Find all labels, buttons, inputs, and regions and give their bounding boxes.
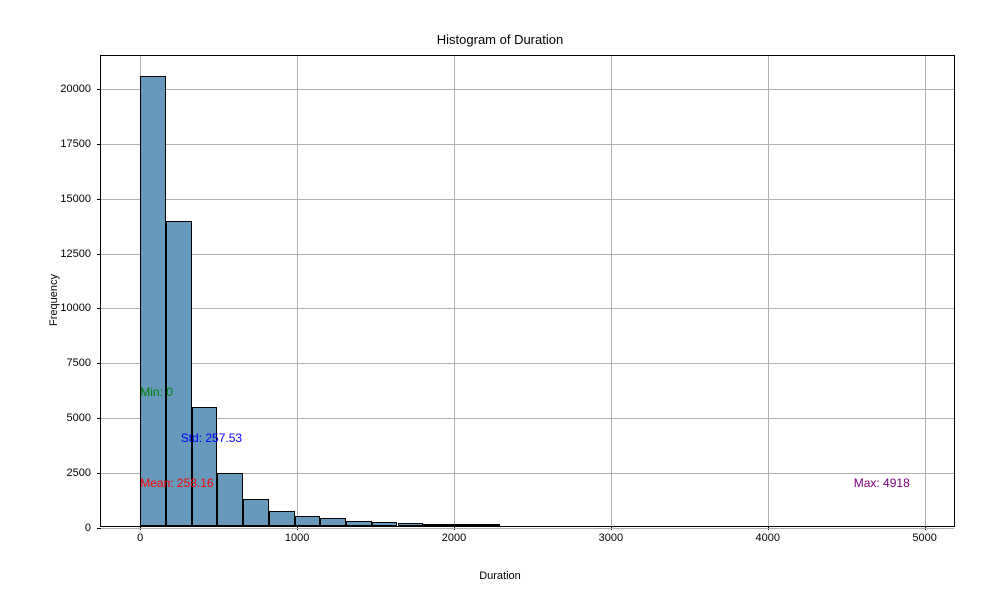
chart-annotation: Std: 257.53	[181, 431, 242, 445]
x-axis-label: Duration	[0, 570, 1000, 582]
tick-mark	[97, 528, 101, 529]
histogram-bar	[217, 473, 243, 526]
histogram-bar	[398, 523, 424, 526]
histogram-bar	[320, 518, 346, 526]
grid-line	[101, 363, 954, 364]
tick-mark	[97, 89, 101, 90]
x-tick-label: 1000	[285, 532, 309, 544]
histogram-bar	[192, 407, 218, 526]
tick-mark	[97, 308, 101, 309]
histogram-bar	[423, 524, 449, 526]
tick-mark	[97, 254, 101, 255]
chart-annotation: Min: 0	[140, 385, 173, 399]
grid-line	[101, 89, 954, 90]
y-tick-label: 10000	[60, 302, 91, 314]
chart-container: 0100020003000400050000250050007500100001…	[100, 55, 955, 527]
x-tick-label: 2000	[442, 532, 466, 544]
grid-line	[101, 199, 954, 200]
tick-mark	[97, 363, 101, 364]
histogram-bar	[449, 524, 475, 526]
y-tick-label: 15000	[60, 193, 91, 205]
histogram-bar	[243, 499, 269, 526]
y-tick-label: 5000	[67, 412, 91, 424]
grid-line	[454, 56, 455, 526]
grid-line	[101, 308, 954, 309]
y-axis-label: Frequency	[48, 274, 60, 326]
y-tick-label: 20000	[60, 83, 91, 95]
grid-line	[768, 56, 769, 526]
grid-line	[611, 56, 612, 526]
x-tick-label: 0	[137, 532, 143, 544]
x-tick-label: 5000	[912, 532, 936, 544]
histogram-bar	[140, 76, 166, 526]
histogram-bar	[269, 511, 295, 526]
grid-line	[101, 418, 954, 419]
y-tick-label: 7500	[67, 357, 91, 369]
y-tick-label: 2500	[67, 467, 91, 479]
x-tick-label: 3000	[599, 532, 623, 544]
x-tick-label: 4000	[755, 532, 779, 544]
chart-annotation: Max: 4918	[854, 476, 910, 490]
y-tick-label: 17500	[60, 138, 91, 150]
chart-annotation: Mean: 258.16	[140, 476, 213, 490]
grid-line	[101, 254, 954, 255]
y-tick-label: 12500	[60, 248, 91, 260]
tick-mark	[97, 144, 101, 145]
plot-area: 0100020003000400050000250050007500100001…	[100, 55, 955, 527]
grid-line	[101, 144, 954, 145]
tick-mark	[97, 473, 101, 474]
histogram-bar	[372, 522, 398, 526]
histogram-bar	[475, 524, 501, 526]
histogram-bar	[346, 521, 372, 526]
y-tick-label: 0	[85, 522, 91, 534]
grid-line	[925, 56, 926, 526]
tick-mark	[97, 199, 101, 200]
chart-title: Histogram of Duration	[0, 32, 1000, 47]
grid-line	[101, 528, 954, 529]
tick-mark	[97, 418, 101, 419]
histogram-bar	[295, 516, 321, 526]
grid-line	[297, 56, 298, 526]
